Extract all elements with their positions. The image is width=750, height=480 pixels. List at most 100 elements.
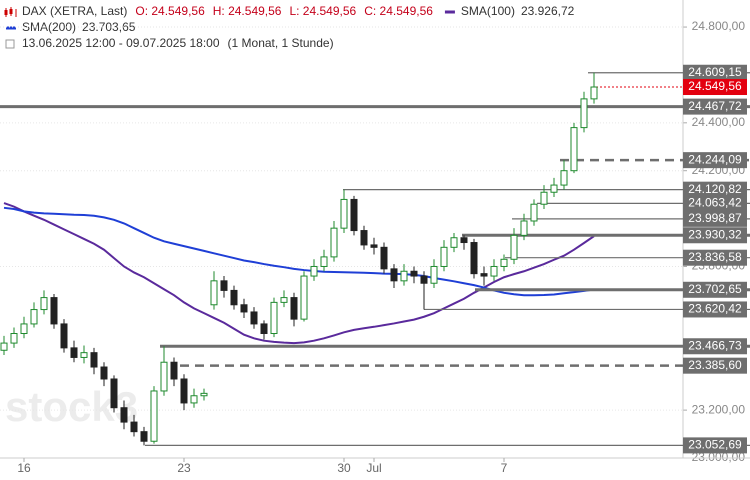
candle-body — [480, 273, 488, 277]
x-tick-label: 23 — [177, 461, 191, 475]
date-range: 13.06.2025 12:00 - 09.07.2025 18:00 (1 Mo… — [22, 36, 334, 50]
candle-body — [20, 323, 28, 335]
candle-body — [590, 86, 598, 100]
candle-body — [330, 227, 338, 258]
period: (1 Monat, 1 Stunde) — [228, 36, 334, 50]
level-label-box — [683, 79, 747, 96]
candle-body — [500, 258, 508, 267]
level-label-box — [683, 281, 747, 298]
candle-body — [350, 198, 358, 232]
level-label: 23.466,73 — [688, 338, 742, 352]
level-label: 23.385,60 — [688, 358, 742, 372]
sma-line — [3, 206, 595, 297]
candle-body — [400, 270, 408, 282]
level-label: 24.467,72 — [688, 99, 742, 113]
ohlc-value: L: 24.549,56 — [289, 4, 356, 18]
x-tick-label: Jul — [366, 461, 381, 475]
level-label: 23.998,87 — [688, 211, 742, 225]
candle-body — [290, 297, 298, 320]
candle-body — [220, 280, 228, 291]
candle-body — [530, 203, 538, 222]
level-label-box — [683, 195, 747, 212]
candle-body — [170, 361, 178, 380]
range: 13.06.2025 12:00 - 09.07.2025 18:00 — [22, 36, 220, 50]
level-label: 24.063,42 — [688, 196, 742, 210]
candle-body — [370, 244, 378, 248]
candle-body — [150, 390, 158, 442]
candle-body — [110, 378, 118, 409]
candle-body — [300, 275, 308, 320]
x-tick-label: 16 — [17, 461, 31, 475]
watermark: stock3 — [5, 383, 138, 430]
candle-body — [230, 289, 238, 306]
candle-body — [70, 347, 78, 358]
candle-body — [310, 265, 318, 277]
candle-body — [190, 395, 198, 404]
level-label: 24.549,56 — [688, 79, 742, 93]
candle-body — [420, 275, 428, 284]
ohlc-value: O: 24.549,56 — [135, 4, 205, 18]
level-label-box — [683, 181, 747, 198]
candle-body — [100, 366, 108, 380]
level-label-box — [683, 64, 747, 81]
candle-body — [270, 301, 278, 335]
level-label: 23.930,32 — [688, 227, 742, 241]
level-label-box — [683, 98, 747, 115]
candle-body — [540, 191, 548, 205]
candle-body — [180, 378, 188, 404]
level-label-box — [683, 152, 747, 169]
y-tick-label: 24.400,00 — [692, 115, 746, 129]
candle-body — [0, 342, 8, 351]
y-tick-label: 24.800,00 — [692, 19, 746, 33]
candle-body — [560, 170, 568, 186]
candle-body — [580, 98, 588, 129]
level-label: 23.620,42 — [688, 302, 742, 316]
legend-name: SMA(100) — [461, 4, 515, 18]
candle-body — [10, 333, 18, 344]
candle-body — [470, 242, 478, 275]
x-tick-label: 7 — [501, 461, 508, 475]
candle-body — [570, 127, 578, 172]
level-label: 23.836,58 — [688, 250, 742, 264]
legend-name: SMA(200) — [22, 20, 76, 34]
candle-body — [160, 361, 168, 392]
level-label: 24.120,82 — [688, 182, 742, 196]
candle-body — [140, 431, 148, 442]
level-label: 23.052,69 — [688, 438, 742, 452]
level-label: 23.702,65 — [688, 282, 742, 296]
level-label-box — [683, 338, 747, 355]
candle-body — [360, 230, 368, 246]
candle-body — [240, 304, 248, 313]
candle-body — [280, 297, 288, 303]
candle-body — [440, 246, 448, 267]
level-label-box — [683, 249, 747, 266]
level-label: 24.244,09 — [688, 152, 742, 166]
candle-body — [390, 268, 398, 282]
candle-body — [200, 392, 208, 397]
level-label-box — [683, 301, 747, 318]
level-label-box — [683, 227, 747, 244]
candle-body — [320, 256, 328, 267]
candle-body — [120, 407, 128, 423]
candle-body — [450, 237, 458, 248]
y-tick-label: 23.200,00 — [692, 402, 746, 416]
candle-body — [260, 323, 268, 335]
candle-body — [60, 323, 68, 349]
candle-body — [40, 297, 48, 311]
candle-body — [30, 309, 38, 325]
symbol-icon — [4, 7, 17, 17]
sma-line — [3, 202, 595, 345]
level-label-box — [683, 437, 747, 454]
candle-body — [90, 352, 98, 368]
candle-body — [520, 220, 528, 236]
legend-value: 23.926,72 — [521, 4, 575, 18]
level-label: 24.609,15 — [688, 65, 742, 79]
candle-body — [430, 265, 438, 284]
symbol: DAX (XETRA, Last) — [22, 4, 127, 18]
candle-body — [380, 246, 388, 270]
candle-body — [250, 311, 258, 325]
level-label-box — [683, 210, 747, 227]
candle-body — [210, 280, 218, 306]
candle-body — [80, 352, 88, 358]
